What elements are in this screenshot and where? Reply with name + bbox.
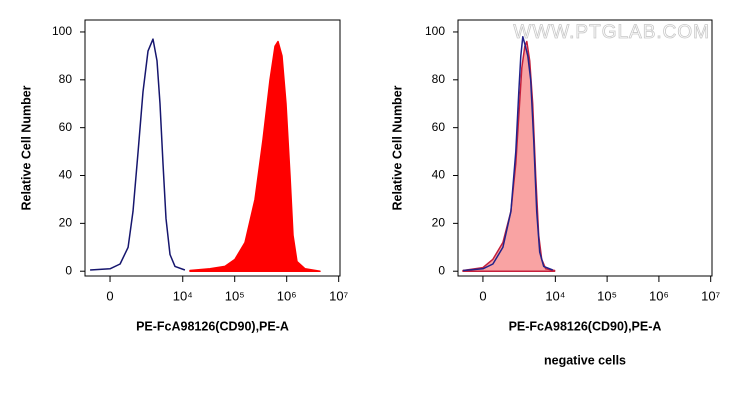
y-tick-label: 40	[432, 168, 446, 182]
y-tick-label: 100	[52, 24, 72, 38]
x-tick-label: 0	[479, 288, 486, 303]
x-axis-title: PE-FcA98126(CD90),PE-A	[136, 319, 289, 333]
y-tick-label: 20	[432, 216, 446, 230]
histogram-area	[462, 40, 556, 272]
histogram-line	[90, 38, 186, 271]
watermark: WWW.PTGLAB.COM	[513, 22, 710, 43]
y-tick-label: 60	[59, 120, 73, 134]
annotation: negative cells	[544, 353, 626, 367]
y-axis-title: Relative Cell Number	[19, 85, 33, 210]
y-tick-label: 60	[432, 120, 446, 134]
x-axis-title: PE-FcA98126(CD90),PE-A	[509, 319, 662, 333]
x-tick-label: 10⁷	[329, 288, 348, 303]
y-tick-label: 80	[59, 72, 73, 86]
y-axis-title: Relative Cell Number	[390, 85, 404, 210]
x-tick-label: 10⁴	[173, 288, 193, 303]
x-tick-label: 0	[106, 288, 113, 303]
y-tick-label: 40	[59, 168, 73, 182]
y-tick-label: 0	[438, 263, 445, 277]
x-tick-label: 10⁵	[597, 288, 617, 303]
x-tick-label: 10⁶	[649, 288, 669, 303]
y-tick-label: 100	[425, 24, 445, 38]
histogram-line	[462, 35, 553, 272]
x-tick-label: 10⁶	[277, 288, 297, 303]
y-tick-label: 0	[65, 263, 72, 277]
plot-frame	[84, 19, 341, 277]
x-tick-label: 10⁵	[225, 288, 245, 303]
x-tick-label: 10⁷	[701, 288, 720, 303]
histogram-area	[189, 40, 321, 272]
y-tick-label: 80	[432, 72, 446, 86]
x-tick-label: 10⁴	[545, 288, 565, 303]
y-tick-label: 20	[59, 216, 73, 230]
plot-frame	[457, 19, 713, 277]
